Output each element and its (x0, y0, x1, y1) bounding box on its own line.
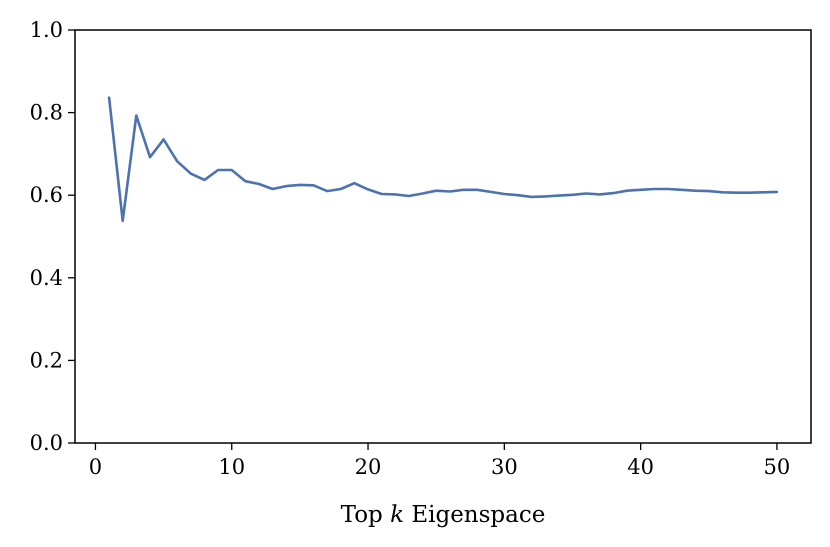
x-axis-label-prefix: Top (341, 502, 390, 528)
y-tick-label: 0.0 (30, 431, 63, 455)
series-line (107, 96, 779, 223)
x-tick-label: 10 (218, 455, 245, 479)
series-layer (107, 96, 779, 223)
x-tick-label: 40 (627, 455, 654, 479)
x-tick-label: 20 (355, 455, 382, 479)
x-axis-label-var: k (390, 502, 404, 528)
y-tick-label: 0.8 (30, 101, 63, 125)
y-tick-label: 1.0 (30, 18, 63, 42)
x-tick-label: 0 (89, 455, 102, 479)
x-axis-label: Top k Eigenspace (341, 502, 546, 528)
y-tick-label: 0.6 (30, 183, 63, 207)
x-axis-label-suffix: Eigenspace (404, 502, 545, 528)
y-tick-label: 0.2 (30, 348, 63, 372)
plot-frame (74, 29, 812, 444)
ticks-layer: 0 10 20 30 40 50 0.0 0.2 0.4 0.6 0.8 1.0 (30, 18, 791, 479)
x-tick-label: 30 (491, 455, 518, 479)
y-tick-label: 0.4 (30, 266, 63, 290)
x-tick-label: 50 (764, 455, 791, 479)
